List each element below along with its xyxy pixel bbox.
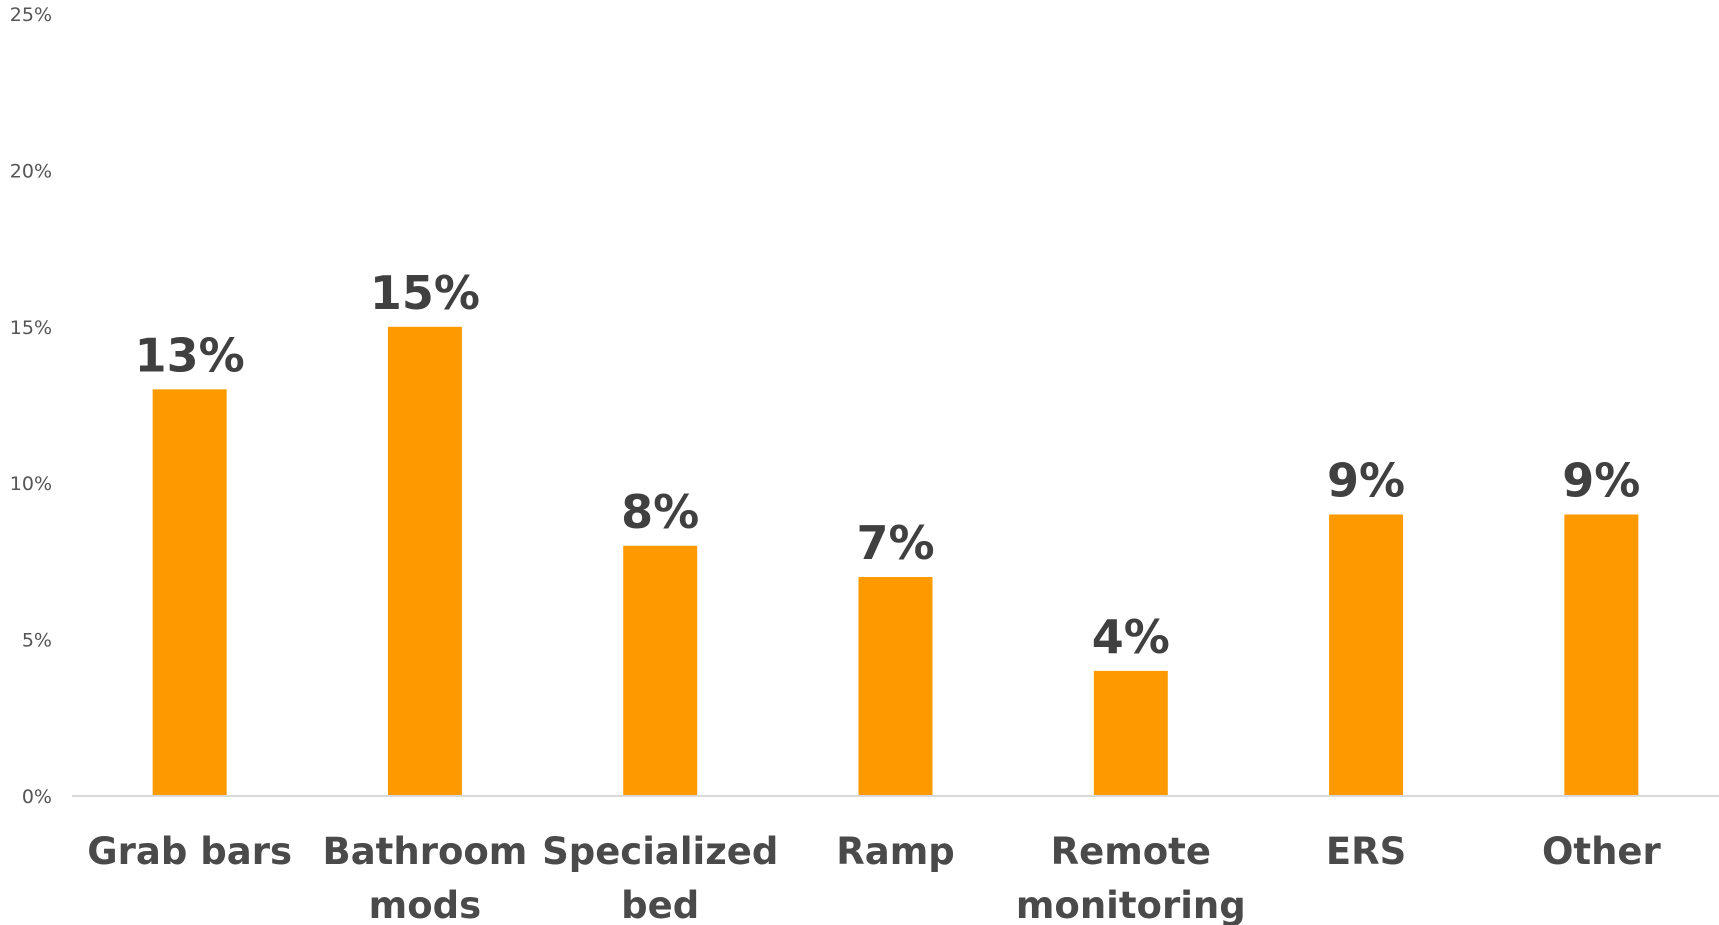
y-tick-label: 5% bbox=[22, 630, 52, 652]
bars-group bbox=[152, 326, 1639, 796]
data-label: 13% bbox=[135, 328, 245, 382]
category-label-line: mods bbox=[369, 884, 481, 925]
y-tick-label: 10% bbox=[10, 473, 52, 495]
category-label: Other bbox=[1542, 830, 1662, 873]
category-label: Specialized bed bbox=[542, 830, 778, 925]
category-label: Ramp bbox=[836, 830, 955, 873]
category-label: Remote monitoring bbox=[1016, 830, 1246, 925]
bar bbox=[387, 326, 462, 796]
category-label-line: Grab bars bbox=[87, 830, 292, 873]
category-label-line: Specialized bbox=[542, 830, 778, 873]
category-label-line: Other bbox=[1542, 830, 1662, 873]
data-label: 9% bbox=[1327, 453, 1405, 507]
bar bbox=[1329, 514, 1404, 796]
bar bbox=[623, 545, 698, 796]
data-label: 7% bbox=[856, 516, 934, 570]
x-axis: Grab bars Bathroom mods Specialized bed Ramp R… bbox=[87, 830, 1661, 925]
data-labels-group: 13% 15% 8% 7% 4% 9% 9% bbox=[135, 266, 1641, 664]
category-label: Bathroom mods bbox=[323, 830, 528, 925]
bar bbox=[858, 577, 933, 796]
category-label-line: ERS bbox=[1326, 830, 1406, 873]
data-label: 4% bbox=[1092, 610, 1170, 664]
data-label: 8% bbox=[621, 485, 699, 539]
bar bbox=[1093, 670, 1168, 796]
category-label: Grab bars bbox=[87, 830, 292, 873]
category-label-line: bed bbox=[621, 884, 699, 925]
y-tick-label: 0% bbox=[22, 786, 52, 808]
category-label-line: monitoring bbox=[1016, 884, 1246, 925]
y-axis: 0% 5% 10% 15% 20% 25% bbox=[10, 4, 52, 808]
y-tick-label: 15% bbox=[10, 317, 52, 339]
category-label: ERS bbox=[1326, 830, 1406, 873]
bar bbox=[1564, 514, 1639, 796]
data-label: 9% bbox=[1562, 453, 1640, 507]
data-label: 15% bbox=[370, 266, 480, 320]
category-label-line: Ramp bbox=[836, 830, 955, 873]
category-label-line: Bathroom bbox=[323, 830, 528, 873]
y-tick-label: 20% bbox=[10, 160, 52, 182]
y-tick-label: 25% bbox=[10, 4, 52, 26]
category-label-line: Remote bbox=[1051, 830, 1211, 873]
bar bbox=[152, 389, 227, 796]
